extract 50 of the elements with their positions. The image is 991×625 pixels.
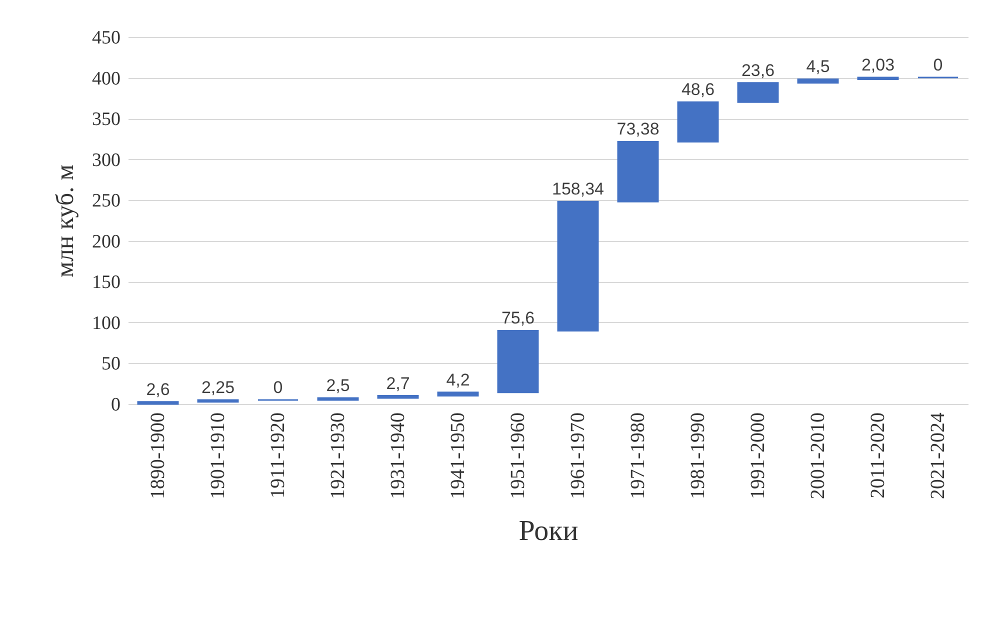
x-axis-title: Роки <box>518 515 578 548</box>
x-tick-label: 1991-2000 <box>747 412 769 500</box>
data-label: 158,34 <box>552 180 604 199</box>
y-tick-label: 450 <box>92 28 120 48</box>
bar <box>317 397 359 401</box>
x-tick-label: 1931-1940 <box>387 412 409 500</box>
x-tick-label: 1941-1950 <box>447 412 469 500</box>
x-tick-label: 1961-1970 <box>567 412 589 500</box>
x-tick-label: 1971-1980 <box>627 412 649 500</box>
bar <box>737 82 779 103</box>
x-tick-label: 1921-1930 <box>327 412 349 500</box>
bar <box>437 392 479 397</box>
y-tick-label: 250 <box>92 190 120 212</box>
data-label: 2,5 <box>326 376 350 396</box>
data-label: 2,03 <box>861 56 895 75</box>
y-tick-label: 50 <box>102 354 120 375</box>
x-tick-label: 2021-2024 <box>927 412 949 500</box>
x-tick-label: 1951-1960 <box>507 412 529 500</box>
y-tick-label: 350 <box>92 109 120 130</box>
y-tick-label: 400 <box>92 68 120 90</box>
data-label: 75,6 <box>501 308 535 328</box>
bar <box>617 140 659 202</box>
data-label: 0 <box>933 56 943 75</box>
data-label: 2,25 <box>201 378 235 398</box>
data-label: 48,6 <box>681 80 715 100</box>
data-label: 4,5 <box>806 57 830 76</box>
bar <box>557 200 599 332</box>
bar <box>377 395 419 399</box>
bar <box>677 101 719 142</box>
data-label: 2,6 <box>146 380 170 399</box>
x-tick-label: 1981-1990 <box>687 412 709 500</box>
y-tick-label: 300 <box>92 150 120 171</box>
y-tick-label: 0 <box>111 394 120 416</box>
data-label: 23,6 <box>741 60 775 80</box>
y-tick-label: 200 <box>92 231 120 252</box>
x-tick-label: 1890-1900 <box>147 412 169 500</box>
y-tick-label: 150 <box>92 272 120 294</box>
y-tick-label: 100 <box>92 312 120 334</box>
bar <box>797 78 839 84</box>
data-label: 4,2 <box>446 370 470 390</box>
x-tick-label: 1911-1920 <box>267 412 289 498</box>
data-label: 0 <box>273 378 283 398</box>
bar <box>497 330 539 394</box>
x-tick-label: 1901-1910 <box>207 412 229 500</box>
bar <box>137 401 179 405</box>
data-label: 73,38 <box>616 120 660 139</box>
x-tick-label: 2011-2020 <box>867 412 889 498</box>
y-axis-title: млн куб. м <box>52 164 79 278</box>
x-tick-label: 2001-2010 <box>807 412 829 500</box>
data-label: 2,7 <box>386 374 410 393</box>
